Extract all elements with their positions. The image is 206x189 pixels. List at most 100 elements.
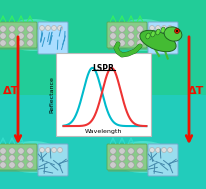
Circle shape [136,148,143,154]
Circle shape [109,148,116,154]
Text: ΔT: ΔT [187,85,203,95]
Circle shape [9,26,15,32]
Ellipse shape [139,30,175,52]
Ellipse shape [160,27,164,33]
Circle shape [175,30,177,32]
Circle shape [149,147,154,153]
Polygon shape [36,151,39,169]
FancyBboxPatch shape [147,22,177,54]
Polygon shape [36,29,39,47]
Circle shape [57,26,62,30]
Circle shape [39,26,44,30]
Circle shape [109,26,116,32]
FancyBboxPatch shape [38,144,68,176]
Circle shape [118,40,125,46]
Ellipse shape [112,141,172,173]
Text: ΔT: ΔT [3,85,19,95]
Ellipse shape [163,27,181,41]
Circle shape [149,26,154,30]
Circle shape [136,33,143,39]
Circle shape [136,155,143,161]
Circle shape [136,40,143,46]
Circle shape [109,33,116,39]
Circle shape [0,26,6,32]
Circle shape [161,147,166,153]
Circle shape [27,162,33,168]
Circle shape [57,147,62,153]
Circle shape [0,33,6,39]
Circle shape [118,26,125,32]
Circle shape [27,148,33,154]
Circle shape [127,162,133,168]
Circle shape [0,155,6,161]
Circle shape [18,40,24,46]
Circle shape [27,40,33,46]
FancyBboxPatch shape [107,22,146,48]
Bar [0,0,206,94]
Ellipse shape [145,33,149,39]
Circle shape [0,40,6,46]
FancyBboxPatch shape [0,22,37,48]
Circle shape [109,162,116,168]
FancyBboxPatch shape [0,144,37,170]
Text: Wavelength: Wavelength [84,129,122,134]
Circle shape [136,26,143,32]
Circle shape [118,148,125,154]
Circle shape [109,40,116,46]
FancyBboxPatch shape [0,24,38,50]
Circle shape [45,147,50,153]
FancyBboxPatch shape [0,146,38,172]
Polygon shape [145,29,148,47]
Circle shape [127,33,133,39]
FancyBboxPatch shape [108,146,147,172]
Circle shape [51,147,56,153]
Circle shape [9,155,15,161]
Circle shape [167,26,172,30]
Polygon shape [145,151,148,169]
Circle shape [27,33,33,39]
FancyBboxPatch shape [147,144,177,176]
Ellipse shape [150,31,154,37]
Circle shape [118,155,125,161]
Circle shape [127,155,133,161]
Circle shape [0,148,6,154]
Ellipse shape [155,29,159,35]
Circle shape [45,26,50,30]
Circle shape [18,26,24,32]
Circle shape [155,26,160,30]
Circle shape [155,147,160,153]
Circle shape [0,162,6,168]
Ellipse shape [3,141,63,173]
Circle shape [9,40,15,46]
Circle shape [167,147,172,153]
Circle shape [27,155,33,161]
Ellipse shape [3,19,63,51]
Circle shape [118,162,125,168]
Circle shape [127,26,133,32]
Circle shape [51,26,56,30]
Circle shape [136,162,143,168]
Text: Reflectance: Reflectance [49,76,54,113]
Circle shape [174,29,179,33]
Circle shape [127,148,133,154]
Circle shape [18,148,24,154]
Circle shape [39,147,44,153]
Text: LSPR: LSPR [92,64,114,73]
Bar [56,53,150,136]
Circle shape [118,33,125,39]
Circle shape [18,33,24,39]
Circle shape [127,40,133,46]
Bar [0,94,206,189]
Circle shape [9,33,15,39]
FancyBboxPatch shape [108,24,147,50]
Circle shape [18,162,24,168]
Circle shape [9,148,15,154]
Circle shape [109,155,116,161]
Circle shape [27,26,33,32]
Circle shape [18,155,24,161]
Circle shape [9,162,15,168]
FancyBboxPatch shape [107,144,146,170]
FancyBboxPatch shape [38,22,68,54]
Circle shape [161,26,166,30]
Ellipse shape [112,19,172,51]
